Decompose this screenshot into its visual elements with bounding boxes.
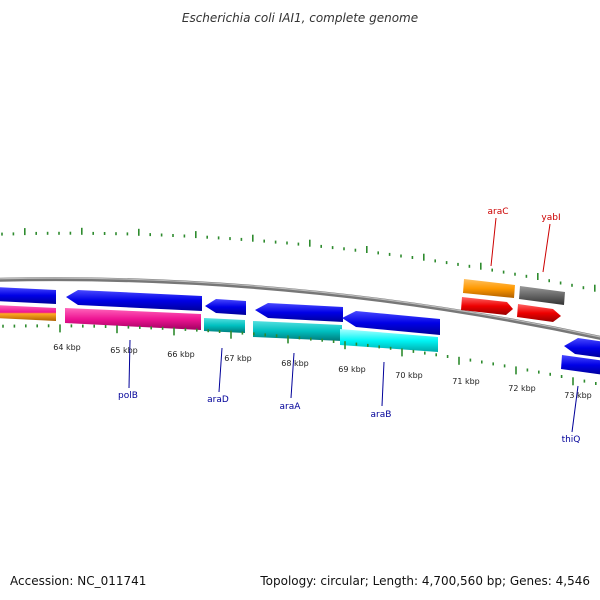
feature-arac-orange bbox=[463, 279, 515, 298]
scale-label: 71 kbp bbox=[452, 377, 480, 386]
gene-label-araa: araA bbox=[280, 402, 302, 412]
accession-text: Accession: NC_011741 bbox=[10, 574, 146, 588]
scale-label: 64 kbp bbox=[53, 343, 81, 352]
feature-arad-blue bbox=[205, 299, 246, 315]
leader-araa bbox=[290, 352, 295, 399]
leader-polb bbox=[128, 339, 131, 389]
gene-label-leaders bbox=[128, 217, 579, 433]
scale-label: 65 kbp bbox=[110, 346, 138, 355]
feature-polb-pink bbox=[65, 308, 201, 330]
leader-thiq bbox=[571, 385, 579, 433]
feature-polb-blue bbox=[66, 290, 202, 311]
feature-araa-teal bbox=[253, 321, 342, 341]
leader-arab bbox=[381, 361, 385, 407]
reverse-features bbox=[0, 287, 600, 375]
gene-label-thiq: thiQ bbox=[562, 435, 581, 445]
genome-backbone bbox=[0, 277, 600, 340]
feature-arac-red bbox=[461, 297, 513, 315]
feature-arad-teal bbox=[204, 318, 245, 333]
inner-tick-row bbox=[2, 324, 597, 386]
feature-thiq-blue-lower bbox=[561, 355, 600, 375]
gene-label-arab: araB bbox=[371, 410, 392, 420]
scale-label: 69 kbp bbox=[338, 365, 366, 374]
gene-label-polb: polB bbox=[118, 391, 138, 401]
scale-label: 70 kbp bbox=[395, 371, 423, 380]
feature-left-blue bbox=[0, 287, 56, 304]
genome-backbone-highlight bbox=[0, 277, 600, 338]
scale-label: 68 kbp bbox=[281, 359, 309, 368]
gene-label-yabi: yabI bbox=[541, 213, 560, 223]
forward-features bbox=[461, 279, 565, 322]
feature-araa-blue bbox=[255, 303, 343, 322]
scale-labels: 64 kbp 65 kbp 66 kbp 67 kbp 68 kbp 69 kb… bbox=[53, 343, 592, 400]
feature-arab-blue bbox=[342, 311, 440, 335]
leader-arad bbox=[218, 347, 223, 393]
leader-yabi bbox=[542, 223, 551, 273]
gene-labels: araC yabI polB araD araA araB thiQ bbox=[118, 207, 580, 445]
scale-label: 72 kbp bbox=[508, 384, 536, 393]
scale-label: 67 kbp bbox=[224, 354, 252, 363]
map-title: Escherichia coli IAI1, complete genome bbox=[182, 11, 418, 25]
outer-tick-row bbox=[1, 227, 596, 292]
scale-label: 73 kbp bbox=[564, 391, 592, 400]
gene-label-arac: araC bbox=[487, 207, 508, 217]
scale-label: 66 kbp bbox=[167, 350, 195, 359]
gene-label-arad: araD bbox=[207, 395, 229, 405]
feature-arab-cyan bbox=[340, 329, 438, 352]
feature-left-stripe bbox=[0, 305, 56, 321]
feature-thiq-blue-upper bbox=[564, 338, 600, 358]
leader-arac bbox=[490, 217, 497, 267]
feature-yabi-gray bbox=[519, 286, 565, 305]
feature-yabi-red bbox=[517, 304, 561, 322]
topology-text: Topology: circular; Length: 4,700,560 bp… bbox=[259, 574, 590, 588]
